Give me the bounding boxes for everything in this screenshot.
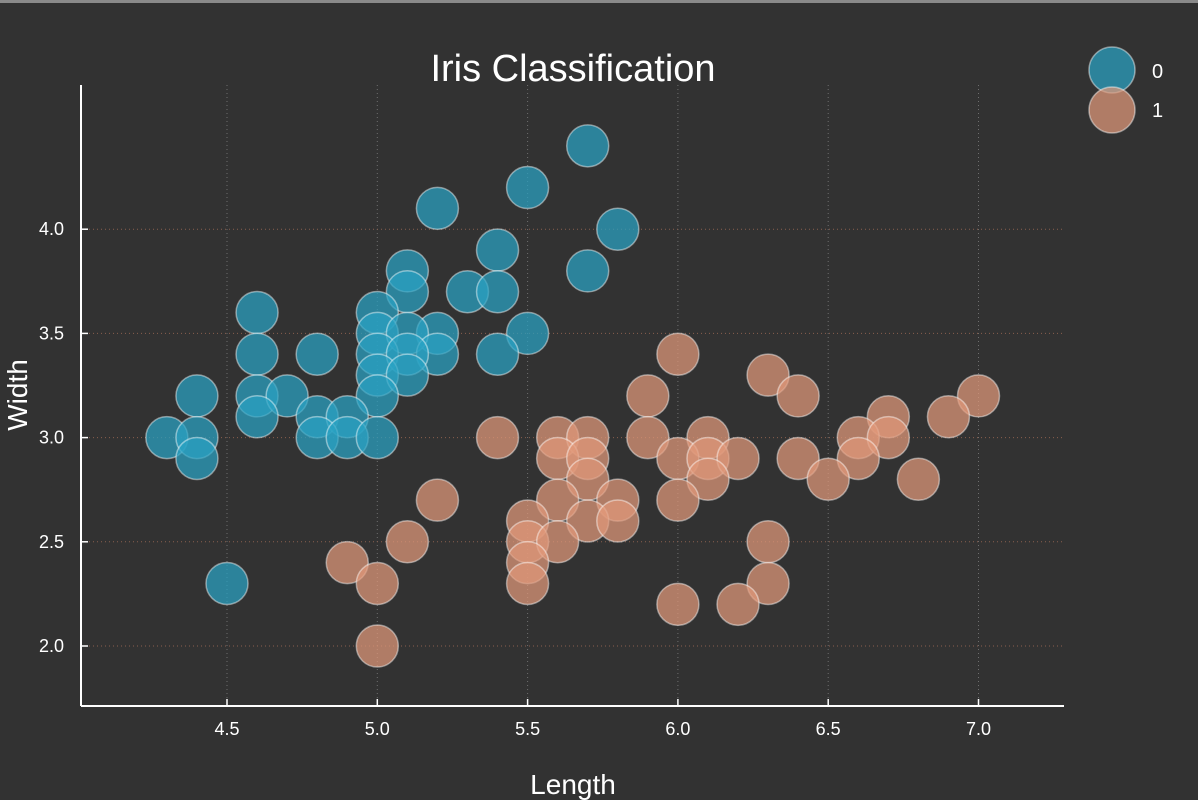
data-point (505, 311, 550, 356)
data-point (836, 436, 881, 481)
x-tick-label: 6.0 (665, 719, 690, 739)
y-tick-label: 2.5 (39, 532, 64, 552)
x-tick-label: 4.5 (214, 719, 239, 739)
data-point (746, 520, 790, 564)
data-point (686, 457, 730, 502)
data-point (656, 332, 700, 376)
data-point (385, 353, 430, 397)
x-tick-label: 7.0 (966, 719, 991, 739)
y-axis-label: Width (2, 359, 33, 431)
data-point (475, 332, 520, 376)
data-point (626, 415, 670, 460)
data-point (565, 124, 610, 168)
data-point (415, 478, 460, 522)
data-point (806, 457, 850, 502)
data-point (235, 395, 279, 439)
data-point (956, 374, 1001, 418)
y-tick-label: 3.5 (39, 323, 64, 343)
legend-swatch-0 (1088, 46, 1136, 94)
data-point (535, 520, 580, 564)
window-top-border (0, 0, 1198, 3)
data-point (355, 561, 400, 606)
data-point (626, 374, 670, 418)
data-point (175, 374, 219, 418)
data-point (475, 269, 520, 314)
y-tick-label: 4.0 (39, 219, 64, 239)
data-point (265, 374, 309, 418)
chart-title: Iris Classification (430, 48, 715, 90)
data-point (776, 374, 820, 418)
data-point (716, 436, 760, 481)
data-point (235, 290, 279, 335)
x-ticks: 4.5 5.0 5.5 6.0 6.5 7.0 (214, 699, 991, 739)
data-point (295, 332, 339, 376)
data-point (355, 624, 400, 668)
x-axis-label: Length (530, 769, 616, 800)
data-points (145, 124, 1001, 668)
data-point (866, 415, 911, 460)
data-point (415, 186, 460, 231)
data-point (746, 561, 790, 606)
legend-label-1: 1 (1152, 100, 1163, 122)
series-1 (325, 332, 1001, 668)
data-point (896, 457, 941, 502)
data-point (355, 415, 400, 460)
data-point (596, 499, 640, 543)
x-tick-label: 6.5 (816, 719, 841, 739)
data-point (505, 165, 550, 210)
series-0 (145, 124, 640, 606)
data-point (475, 228, 520, 272)
data-point (175, 436, 219, 481)
data-point (776, 436, 820, 481)
data-point (475, 415, 520, 460)
data-point (716, 582, 760, 627)
grid-lines (81, 85, 1064, 706)
x-tick-label: 5.5 (515, 719, 540, 739)
axes (80, 85, 1064, 707)
y-tick-label: 3.0 (39, 428, 64, 448)
data-point (505, 561, 550, 606)
y-ticks: 2.0 2.5 3.0 3.5 4.0 (39, 219, 88, 656)
data-point (385, 520, 430, 564)
data-point (656, 582, 700, 627)
data-point (235, 332, 279, 376)
data-point (565, 249, 610, 293)
data-point (926, 395, 971, 439)
data-point (325, 540, 369, 585)
data-point (656, 478, 700, 522)
data-point (205, 561, 249, 606)
legend: 0 1 (1088, 46, 1163, 134)
data-point (596, 207, 640, 251)
legend-label-0: 0 (1152, 61, 1163, 83)
legend-swatch-1 (1088, 86, 1136, 134)
x-tick-label: 5.0 (365, 719, 390, 739)
y-tick-label: 2.0 (39, 636, 64, 656)
data-point (746, 353, 790, 397)
